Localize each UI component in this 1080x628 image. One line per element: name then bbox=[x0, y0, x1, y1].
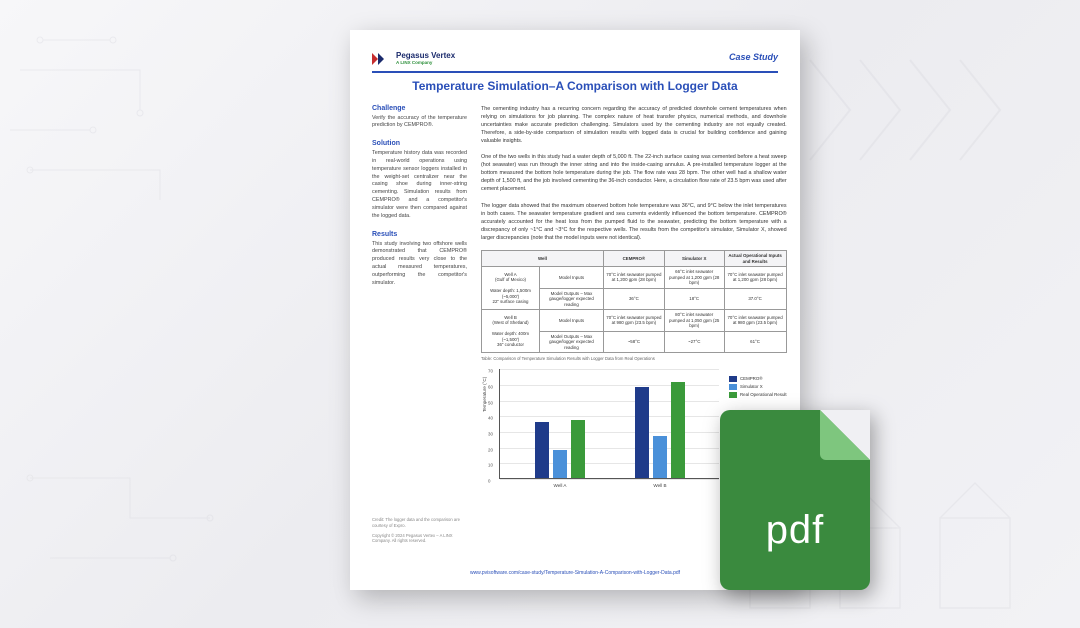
credit-block: Credit: The logger data and the comparis… bbox=[372, 517, 467, 544]
pdf-icon-label: pdf bbox=[720, 508, 870, 553]
table-caption: Table: Comparison of Temperature Simulat… bbox=[481, 356, 787, 361]
chart-xlabel: Well A bbox=[530, 483, 590, 488]
chart-bar bbox=[571, 420, 585, 478]
th-well: Well bbox=[482, 251, 604, 267]
table-cell: Model Inputs bbox=[540, 267, 604, 289]
solution-text: Temperature history data was recorded in… bbox=[372, 150, 467, 220]
chart-bar bbox=[671, 382, 685, 478]
logo-mark-icon bbox=[372, 53, 392, 65]
legend-swatch bbox=[729, 376, 737, 382]
legend-label: Simulator X bbox=[740, 383, 763, 391]
page-title: Temperature Simulation–A Comparison with… bbox=[372, 79, 778, 93]
results-text: This study involving two offshore wells … bbox=[372, 241, 467, 288]
legend-label: Real Operational Result bbox=[740, 391, 787, 399]
th-actual: Actual Operational Inputs and Results bbox=[724, 251, 786, 267]
chart-plot-area: Temperature (°C) 010203040506070Well AWe… bbox=[499, 369, 719, 479]
legend-item: Simulator X bbox=[729, 383, 787, 391]
chart-xlabel: Well B bbox=[630, 483, 690, 488]
solution-heading: Solution bbox=[372, 140, 467, 147]
legend-swatch bbox=[729, 392, 737, 398]
chart-bar-group: Well B bbox=[630, 382, 690, 478]
comparison-table: Well CEMPRO® Simulator X Actual Operatio… bbox=[481, 250, 787, 353]
chart-legend: CEMPRO®Simulator XReal Operational Resul… bbox=[729, 375, 787, 399]
legend-swatch bbox=[729, 384, 737, 390]
chart-ylabel: Temperature (°C) bbox=[482, 376, 487, 411]
table-cell: Model Inputs bbox=[540, 310, 604, 332]
table-cell: 70°C inlet seawater pumped at 980 gpm (2… bbox=[603, 310, 664, 332]
document-type: Case Study bbox=[729, 52, 778, 62]
table-cell: Model Outputs – Max gauge/logger expecte… bbox=[540, 288, 604, 310]
pdf-file-icon: pdf bbox=[720, 410, 870, 590]
credit-line-2: Copyright © 2024 Pegasus Vertex – A LINX… bbox=[372, 533, 467, 544]
credit-line-1: Credit: The logger data and the comparis… bbox=[372, 517, 467, 528]
th-simx: Simulator X bbox=[664, 251, 724, 267]
page-header: Pegasus Vertex A LINX Company Case Study bbox=[372, 52, 778, 65]
chart-bar bbox=[635, 387, 649, 478]
chart-bar bbox=[535, 422, 549, 479]
th-cempro: CEMPRO® bbox=[603, 251, 664, 267]
table-cell: Well A(Gulf of Mexico)Water depth: 1,500… bbox=[482, 267, 540, 310]
challenge-text: Verify the accuracy of the temperature p… bbox=[372, 115, 467, 131]
pdf-icon-body: pdf bbox=[720, 410, 870, 590]
table-cell: Model Outputs – Max gauge/logger expecte… bbox=[540, 331, 604, 353]
table-cell: 70°C inlet seawater pumped at 1,200 gpm … bbox=[724, 267, 786, 289]
sidebar-column: Challenge Verify the accuracy of the tem… bbox=[372, 105, 467, 480]
table-cell: 70°C inlet seawater pumped at 1,200 gpm … bbox=[603, 267, 664, 289]
body-paragraph-3: The logger data showed that the maximum … bbox=[481, 202, 787, 243]
company-name: Pegasus Vertex bbox=[396, 52, 455, 60]
table-cell: 70°C inlet seawater pumped at 980 gpm (2… bbox=[724, 310, 786, 332]
chart-ytick: 70 bbox=[488, 369, 493, 374]
legend-label: CEMPRO® bbox=[740, 375, 763, 383]
results-heading: Results bbox=[372, 231, 467, 238]
chart-ytick: 10 bbox=[488, 463, 493, 468]
footer-url: www.pvisoftware.com/case-study/Temperatu… bbox=[372, 570, 778, 576]
table-cell: Well B(West of Shetland)Water depth: 400… bbox=[482, 310, 540, 353]
chart-ytick: 40 bbox=[488, 416, 493, 421]
legend-item: Real Operational Result bbox=[729, 391, 787, 399]
table-cell: 18°C bbox=[664, 288, 724, 310]
table-cell: 66°C inlet seawater pumped at 1,200 gpm … bbox=[664, 267, 724, 289]
table-cell: ~27°C bbox=[664, 331, 724, 353]
legend-item: CEMPRO® bbox=[729, 375, 787, 383]
table-cell: 37.0°C bbox=[724, 288, 786, 310]
two-column-layout: Challenge Verify the accuracy of the tem… bbox=[372, 105, 778, 480]
body-paragraph-2: One of the two wells in this study had a… bbox=[481, 153, 787, 194]
company-logo: Pegasus Vertex A LINX Company bbox=[372, 52, 455, 65]
chart-ytick: 50 bbox=[488, 400, 493, 405]
company-subtitle: A LINX Company bbox=[396, 60, 455, 65]
table-cell: ~58°C bbox=[603, 331, 664, 353]
challenge-heading: Challenge bbox=[372, 105, 467, 112]
body-paragraph-1: The cementing industry has a recurring c… bbox=[481, 105, 787, 146]
chart-ytick: 30 bbox=[488, 432, 493, 437]
table-cell: 36°C bbox=[603, 288, 664, 310]
chart-bar bbox=[553, 450, 567, 478]
chart-bar bbox=[653, 436, 667, 478]
header-rule bbox=[372, 71, 778, 73]
chart-ytick: 0 bbox=[488, 479, 490, 484]
chart-ytick: 20 bbox=[488, 447, 493, 452]
table-cell: 61°C bbox=[724, 331, 786, 353]
table-cell: 80°C inlet seawater pumped at 1,050 gpm … bbox=[664, 310, 724, 332]
chart-ytick: 60 bbox=[488, 384, 493, 389]
chart-bar-group: Well A bbox=[530, 420, 590, 478]
